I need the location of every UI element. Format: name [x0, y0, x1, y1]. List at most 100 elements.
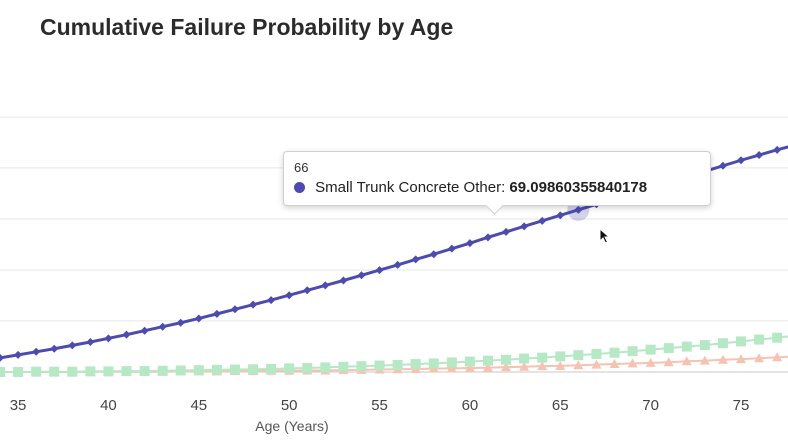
- data-point[interactable]: [501, 354, 512, 365]
- data-point[interactable]: [31, 366, 42, 377]
- data-point[interactable]: [609, 347, 620, 358]
- data-point[interactable]: [736, 336, 747, 347]
- data-point[interactable]: [699, 355, 710, 365]
- data-point[interactable]: [501, 362, 512, 372]
- data-point[interactable]: [230, 305, 239, 314]
- data-point[interactable]: [13, 367, 24, 377]
- data-point[interactable]: [0, 353, 4, 362]
- data-point[interactable]: [773, 145, 782, 154]
- data-point[interactable]: [393, 260, 402, 269]
- data-point[interactable]: [717, 338, 728, 349]
- data-point[interactable]: [285, 291, 294, 300]
- data-point[interactable]: [772, 352, 783, 362]
- data-point[interactable]: [537, 352, 548, 363]
- data-point[interactable]: [104, 334, 113, 343]
- data-point[interactable]: [86, 338, 95, 347]
- data-point[interactable]: [193, 365, 204, 376]
- data-point[interactable]: [14, 350, 23, 359]
- data-point[interactable]: [718, 161, 727, 170]
- data-point[interactable]: [519, 353, 530, 364]
- data-point[interactable]: [357, 271, 366, 280]
- data-point[interactable]: [663, 357, 674, 367]
- data-point[interactable]: [176, 318, 185, 327]
- data-point[interactable]: [737, 156, 746, 165]
- data-point[interactable]: [447, 244, 456, 253]
- data-point[interactable]: [538, 216, 547, 225]
- data-point[interactable]: [465, 239, 474, 248]
- data-point[interactable]: [229, 364, 240, 375]
- data-point[interactable]: [374, 360, 385, 371]
- data-point[interactable]: [175, 365, 186, 376]
- data-point[interactable]: [140, 326, 149, 335]
- data-point[interactable]: [699, 340, 710, 351]
- data-point[interactable]: [591, 359, 602, 369]
- data-point[interactable]: [303, 286, 312, 295]
- data-point[interactable]: [428, 358, 439, 369]
- data-point[interactable]: [627, 346, 638, 357]
- data-point[interactable]: [464, 363, 475, 373]
- data-point[interactable]: [249, 300, 258, 309]
- data-point[interactable]: [681, 341, 692, 352]
- data-point[interactable]: [446, 363, 457, 373]
- data-point[interactable]: [50, 344, 59, 353]
- data-point[interactable]: [573, 360, 584, 370]
- data-point[interactable]: [555, 360, 566, 370]
- data-point[interactable]: [755, 151, 764, 160]
- data-point[interactable]: [302, 363, 313, 374]
- data-point[interactable]: [211, 364, 222, 375]
- data-point[interactable]: [320, 362, 331, 373]
- data-point[interactable]: [482, 362, 493, 372]
- data-point[interactable]: [736, 354, 747, 364]
- data-point[interactable]: [754, 353, 765, 363]
- data-point[interactable]: [681, 356, 692, 366]
- data-point[interactable]: [429, 250, 438, 259]
- data-point[interactable]: [483, 233, 492, 242]
- data-point[interactable]: [537, 361, 548, 371]
- data-point[interactable]: [574, 205, 583, 214]
- data-point[interactable]: [103, 366, 114, 377]
- data-point[interactable]: [411, 255, 420, 264]
- data-point[interactable]: [49, 366, 60, 377]
- data-point[interactable]: [267, 296, 276, 305]
- data-point[interactable]: [519, 361, 530, 371]
- data-point[interactable]: [0, 367, 5, 377]
- data-point[interactable]: [32, 347, 41, 356]
- data-point[interactable]: [139, 366, 150, 377]
- data-point[interactable]: [645, 344, 656, 355]
- data-point[interactable]: [122, 330, 131, 339]
- data-point[interactable]: [627, 358, 638, 368]
- data-point[interactable]: [85, 366, 96, 377]
- data-point[interactable]: [121, 366, 132, 377]
- data-point[interactable]: [194, 314, 203, 323]
- data-point[interactable]: [772, 332, 783, 343]
- data-point[interactable]: [157, 365, 168, 376]
- data-point[interactable]: [663, 343, 674, 354]
- data-point[interactable]: [410, 359, 421, 370]
- data-point[interactable]: [392, 359, 403, 370]
- data-point[interactable]: [68, 341, 77, 350]
- data-point[interactable]: [482, 355, 493, 366]
- data-point[interactable]: [375, 266, 384, 275]
- data-point[interactable]: [356, 361, 367, 372]
- data-point[interactable]: [556, 211, 565, 220]
- data-point[interactable]: [555, 351, 566, 362]
- data-point[interactable]: [284, 363, 295, 374]
- data-point[interactable]: [158, 322, 167, 331]
- data-point[interactable]: [338, 361, 349, 372]
- data-point[interactable]: [754, 334, 765, 345]
- data-point[interactable]: [609, 359, 620, 369]
- data-point[interactable]: [248, 364, 259, 375]
- data-point[interactable]: [717, 354, 728, 364]
- data-point[interactable]: [591, 348, 602, 359]
- data-point[interactable]: [645, 357, 656, 367]
- data-point[interactable]: [321, 281, 330, 290]
- data-point[interactable]: [464, 356, 475, 367]
- data-point[interactable]: [212, 309, 221, 318]
- data-point[interactable]: [520, 222, 529, 231]
- data-point[interactable]: [339, 276, 348, 285]
- data-point[interactable]: [266, 363, 277, 374]
- data-point[interactable]: [502, 227, 511, 236]
- data-point[interactable]: [67, 366, 78, 377]
- data-point[interactable]: [573, 350, 584, 361]
- data-point[interactable]: [446, 357, 457, 368]
